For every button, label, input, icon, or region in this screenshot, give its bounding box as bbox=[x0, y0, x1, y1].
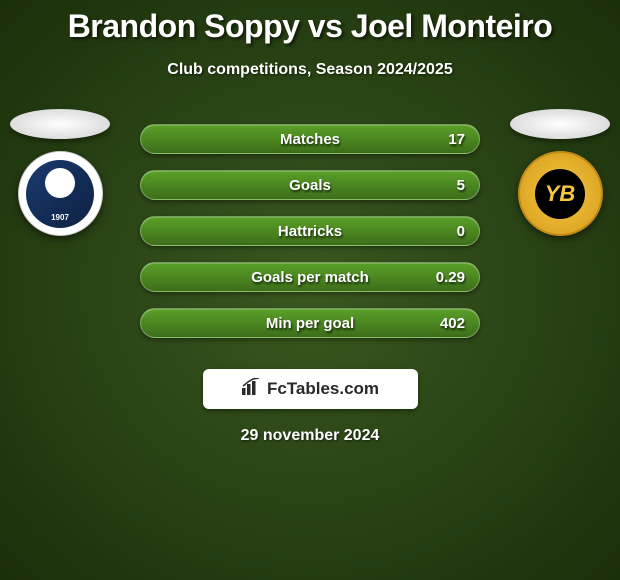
right-player-column: YB bbox=[510, 109, 610, 236]
stat-value: 5 bbox=[457, 177, 465, 194]
club-year-left: 1907 bbox=[51, 213, 69, 222]
stat-label: Goals per match bbox=[251, 269, 369, 286]
stat-label: Hattricks bbox=[278, 223, 342, 240]
stat-value: 0.29 bbox=[436, 269, 465, 286]
stat-label: Matches bbox=[280, 131, 340, 148]
club-logo-right: YB bbox=[518, 151, 603, 236]
stat-row: Hattricks 0 bbox=[140, 216, 480, 246]
stat-value: 0 bbox=[457, 223, 465, 240]
brand-badge: FcTables.com bbox=[203, 369, 418, 409]
stat-label: Goals bbox=[289, 177, 331, 194]
club-logo-left: 1907 bbox=[18, 151, 103, 236]
stat-row: Matches 17 bbox=[140, 124, 480, 154]
stat-row: Goals 5 bbox=[140, 170, 480, 200]
brand-text: FcTables.com bbox=[267, 379, 379, 399]
stats-list: Matches 17 Goals 5 Hattricks 0 Goals per… bbox=[140, 124, 480, 354]
player-photo-placeholder-left bbox=[10, 109, 110, 139]
page-title: Brandon Soppy vs Joel Monteiro bbox=[0, 0, 620, 45]
stat-label: Min per goal bbox=[266, 315, 354, 332]
bar-chart-icon bbox=[241, 378, 261, 401]
stat-value: 17 bbox=[448, 131, 465, 148]
comparison-panel: 1907 YB Matches 17 Goals 5 Hattricks 0 G… bbox=[0, 109, 620, 349]
stat-row: Goals per match 0.29 bbox=[140, 262, 480, 292]
stat-value: 402 bbox=[440, 315, 465, 332]
snapshot-date: 29 november 2024 bbox=[0, 427, 620, 445]
page-subtitle: Club competitions, Season 2024/2025 bbox=[0, 61, 620, 79]
left-player-column: 1907 bbox=[10, 109, 110, 236]
player-photo-placeholder-right bbox=[510, 109, 610, 139]
stat-row: Min per goal 402 bbox=[140, 308, 480, 338]
atalanta-crest-icon: 1907 bbox=[26, 160, 94, 228]
young-boys-crest-icon: YB bbox=[535, 169, 585, 219]
